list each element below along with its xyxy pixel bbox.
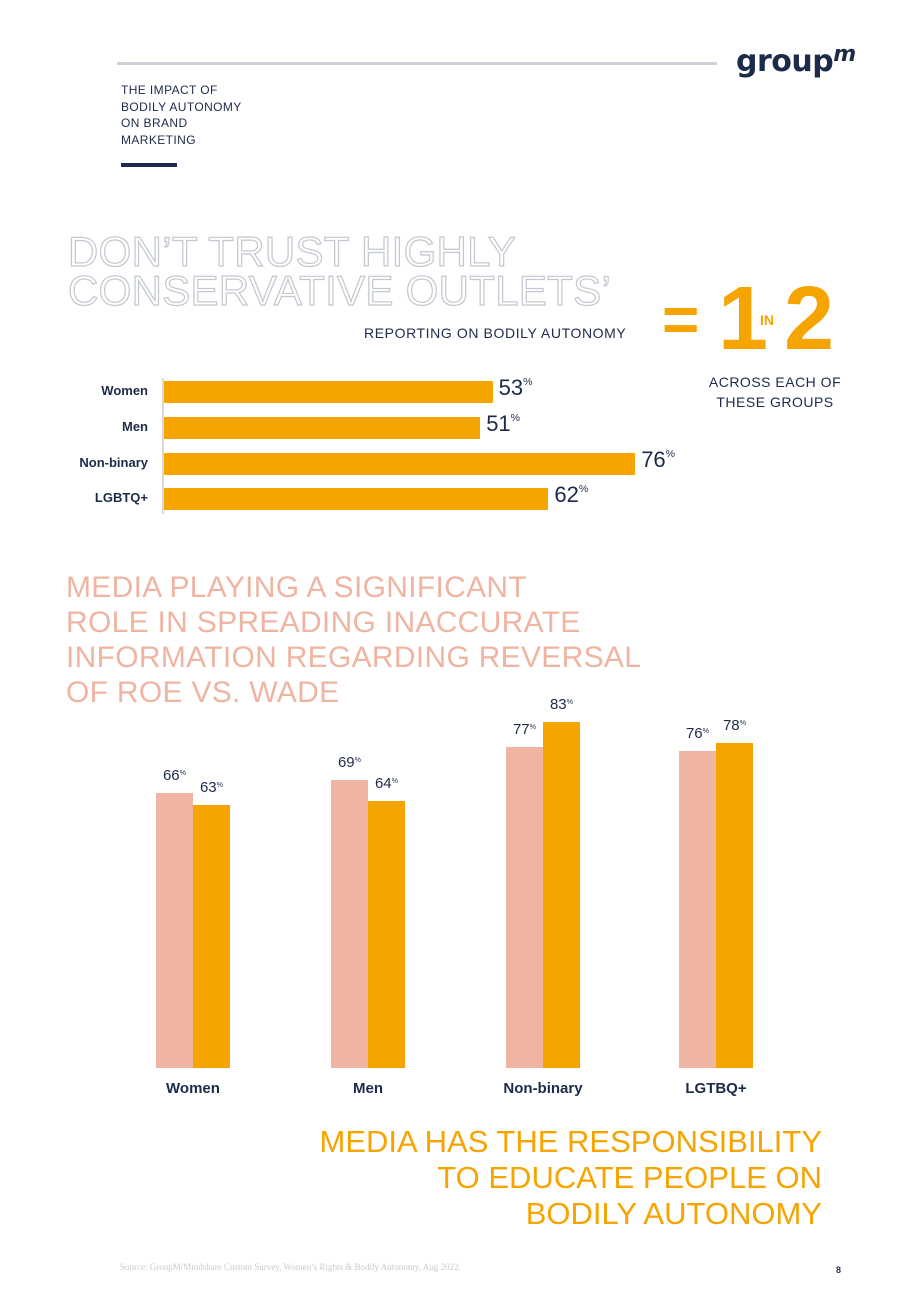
closing-statement: MEDIA HAS THE RESPONSIBILITY TO EDUCATE … (320, 1124, 822, 1232)
vbar-series-2 (368, 801, 405, 1068)
vbar-value-label: 66% (162, 766, 187, 784)
report-title-line: ON BRAND (121, 116, 188, 130)
percent-sign: % (523, 376, 533, 388)
report-title-line: THE IMPACT OF (121, 83, 218, 97)
vbar-series-2 (193, 805, 230, 1068)
media-headline-line: OF ROE VS. WADE (66, 676, 340, 709)
percent-sign: % (578, 483, 589, 495)
vbar-category-label: LGTBQ+ (685, 1080, 747, 1097)
vbar-series-1 (506, 746, 543, 1068)
vbar-series-1 (679, 751, 716, 1068)
one-in-two-stat: = 1 IN 2 (662, 269, 852, 369)
hbar (164, 453, 636, 475)
logo-superscript: m (833, 42, 856, 67)
page-number: 8 (836, 1265, 842, 1275)
vbar-category-label: Men (353, 1080, 383, 1097)
vbar-value-label: 77% (512, 720, 537, 738)
trust-headline-line: CONSERVATIVE OUTLETS’ (67, 267, 612, 314)
vbar-series-1 (331, 780, 368, 1068)
hbar-value-label: 51% (486, 411, 521, 436)
ratio-connector: IN (760, 312, 774, 328)
hbar-category-label: Men (122, 419, 148, 434)
percent-sign: % (739, 717, 747, 727)
closing-line: BODILY AUTONOMY (525, 1196, 822, 1231)
percent-sign: % (216, 780, 224, 790)
percent-sign: % (510, 412, 521, 424)
hbar-row: LGBTQ+ 62% (0, 482, 900, 511)
hbar-category-label: LGBTQ+ (94, 490, 148, 505)
report-title: THE IMPACT OF BODILY AUTONOMY ON BRAND M… (121, 82, 242, 148)
hbar-axis-line (162, 378, 164, 514)
media-headline: MEDIA PLAYING A SIGNIFICANT ROLE IN SPRE… (66, 570, 641, 710)
title-underline (121, 163, 177, 167)
source-note: Source: GroupM/Mindshare Custom Survey, … (120, 1262, 461, 1272)
vbar-value-label: 63% (199, 779, 224, 797)
media-headline-line: MEDIA PLAYING A SIGNIFICANT (66, 571, 527, 604)
vbar-series-2 (716, 742, 753, 1068)
logo-text: group (736, 44, 834, 79)
percent-sign: % (665, 448, 676, 460)
ratio-caption: ACROSS EACH OF THESE GROUPS (708, 374, 842, 410)
vbar-value-label: 64% (374, 775, 399, 793)
media-headline-line: ROLE IN SPREADING INACCURATE (66, 606, 581, 639)
trust-subheadline: REPORTING ON BODILY AUTONOMY (364, 325, 627, 341)
hbar-category-label: Non-binary (79, 455, 148, 470)
vbar-series-1 (156, 792, 193, 1068)
percent-sign: % (354, 755, 362, 765)
vbar-category-label: Women (166, 1080, 220, 1097)
vbar-category-label: Non-binary (503, 1080, 583, 1097)
closing-line: TO EDUCATE PEOPLE ON (437, 1160, 822, 1195)
vbar-value-label: 69% (337, 754, 362, 772)
hbar (164, 381, 493, 403)
media-headline-line: INFORMATION REGARDING REVERSAL (66, 641, 642, 674)
hbar-row: Women 53% (0, 375, 900, 404)
closing-line: MEDIA HAS THE RESPONSIBILITY (319, 1124, 822, 1159)
report-title-line: MARKETING (121, 132, 196, 147)
trust-headline: DON’T TRUST HIGHLY CONSERVATIVE OUTLETS’ (67, 228, 612, 314)
hbar (164, 417, 481, 439)
hbar-value-label: 62% (554, 482, 589, 507)
report-title-line: BODILY AUTONOMY (121, 99, 242, 114)
vbar-value-label: 76% (685, 725, 710, 743)
ratio-denominator: 2 (784, 269, 835, 369)
top-divider-line (117, 62, 717, 65)
hbar (164, 488, 549, 510)
vbar-value-label: 78% (722, 716, 747, 734)
percent-sign: % (179, 767, 187, 777)
percent-sign: % (391, 776, 399, 786)
vbar-series-2 (543, 721, 580, 1068)
hbar-value-label: 76% (641, 447, 676, 472)
trust-headline-line: DON’T TRUST HIGHLY (67, 228, 517, 275)
groupm-logo: groupm (736, 42, 856, 79)
ratio-equals: = (662, 283, 700, 355)
hbar-row: Non-binary 76% (0, 447, 900, 476)
ratio-numerator: 1 (718, 269, 769, 369)
hbar-category-label: Women (101, 383, 148, 398)
percent-sign: % (702, 726, 710, 736)
hbar-row: Men 51% (0, 411, 900, 440)
hbar-value-label: 53% (498, 375, 533, 400)
percent-sign: % (529, 721, 537, 731)
